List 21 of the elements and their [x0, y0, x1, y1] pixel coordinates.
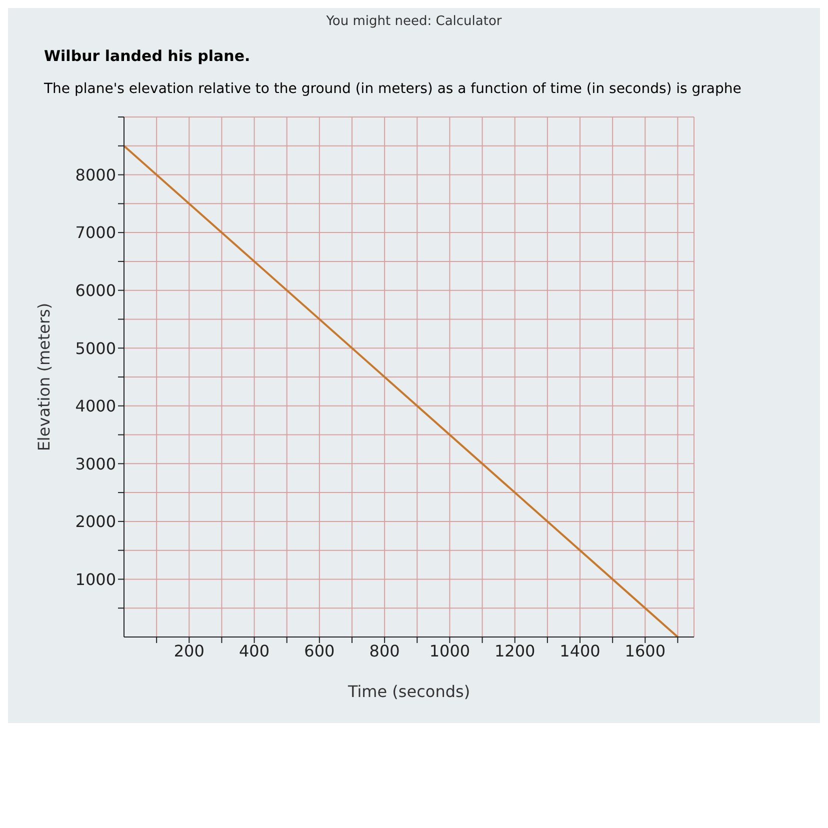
x-axis-title: Time (seconds) — [346, 682, 470, 701]
x-tick-label: 200 — [174, 641, 204, 660]
y-tick-label: 6000 — [75, 281, 116, 300]
x-tick-label: 400 — [239, 641, 270, 660]
y-axis-title: Elevation (meters) — [34, 302, 54, 452]
text: You might need: Calculator — [325, 14, 503, 29]
x-tick-label: 1000 — [429, 641, 470, 660]
chart-subtitle: The plane's elevation relative to the ground (in meters) as a function of time (in seconds) is graphe — [44, 81, 742, 97]
y-tick-label: 4000 — [75, 396, 116, 416]
y-tick-label: 5000 — [75, 338, 116, 358]
y-tick-label: 8000 — [75, 165, 116, 184]
y-tick-label: 2000 — [75, 512, 116, 532]
chart-title: Wilbur landed his plane. — [44, 47, 252, 65]
x-tick-label: 1400 — [560, 641, 600, 660]
y-tick-label: 7000 — [75, 223, 116, 242]
x-tick-label: 800 — [369, 641, 400, 660]
x-tick-label: 600 — [304, 641, 335, 660]
x-tick-label: 1200 — [494, 641, 536, 660]
y-tick-label: 1000 — [75, 570, 116, 589]
x-tick-label: 1600 — [624, 641, 666, 660]
y-tick-label: 3000 — [75, 454, 116, 474]
